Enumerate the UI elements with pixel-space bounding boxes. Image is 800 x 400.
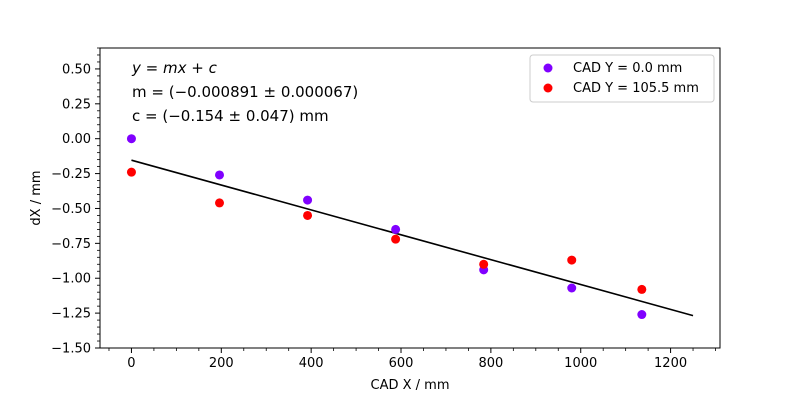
legend-label-series-2: CAD Y = 105.5 mm [573,81,699,96]
legend-marker-series-2 [543,83,553,93]
fit-equation: y = mx + c [131,59,218,77]
data-point-series-2 [479,259,489,269]
data-point-series-2 [567,255,577,265]
y-tick-label: −1.50 [51,342,91,357]
x-tick-label: 400 [299,356,324,371]
y-tick-label: −0.25 [51,167,91,182]
fit-line [131,159,694,317]
axis-ticks: 0 200 400 600 800 1000 1200 0.50 0.25 0.00 −0.25 −0… [51,47,716,371]
plot-frame [99,47,721,349]
x-tick-label: 600 [389,356,414,371]
y-tick-label: −0.75 [51,237,91,252]
fit-slope-value: m = (−0.000891 ± 0.000067) [132,83,358,101]
fit-intercept-value: c = (−0.154 ± 0.047) mm [132,107,329,125]
data-point-series-1 [391,224,401,234]
data-point-series-2 [391,234,401,244]
x-tick-label: 1200 [654,356,687,371]
legend-marker-series-1 [543,63,553,73]
data-point-series-1 [215,170,225,180]
data-points [126,134,647,320]
y-tick-label: −0.50 [51,202,91,217]
y-tick-label: 0.00 [62,132,91,147]
data-point-series-1 [303,195,313,205]
x-tick-label: 200 [209,356,234,371]
y-tick-label: −1.25 [51,307,91,322]
legend: CAD Y = 0.0 mm CAD Y = 105.5 mm [529,54,715,103]
fit-line-group [131,159,694,317]
data-point-series-2 [126,167,136,177]
data-point-series-2 [637,284,647,294]
data-point-series-2 [215,198,225,208]
x-tick-label: 0 [127,356,135,371]
x-tick-label: 1000 [564,356,597,371]
data-point-series-1 [126,134,136,144]
data-point-series-1 [567,283,577,293]
y-tick-label: 0.25 [62,97,91,112]
y-tick-label: −1.00 [51,272,91,287]
data-point-series-2 [303,210,313,220]
data-point-series-1 [637,310,647,320]
y-tick-label: 0.50 [62,62,91,77]
legend-box [529,54,715,103]
x-axis-label: CAD X / mm [371,378,450,393]
legend-label-series-1: CAD Y = 0.0 mm [573,61,682,76]
y-axis-label: dX / mm [29,170,44,225]
x-tick-label: 800 [478,356,503,371]
